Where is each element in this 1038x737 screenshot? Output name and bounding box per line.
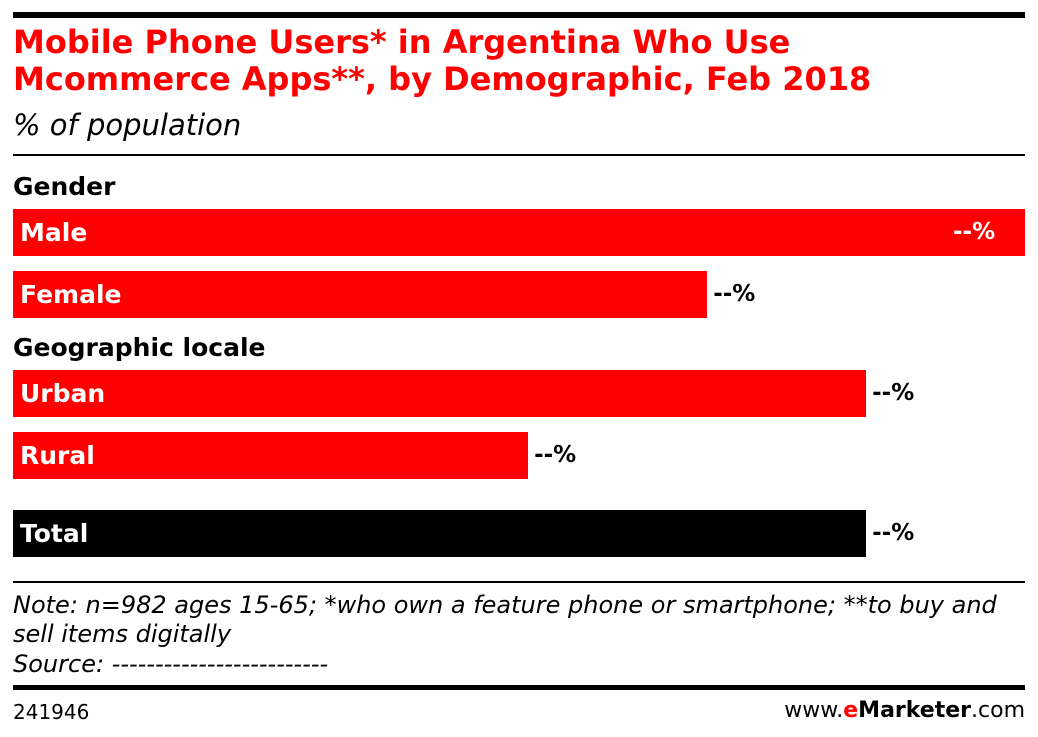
source: Source: ------------------------- (13, 650, 329, 678)
category-label: Male (20, 218, 88, 247)
rule (13, 581, 1025, 583)
value-label: --% (534, 442, 577, 468)
bar (13, 370, 867, 417)
bar (13, 432, 529, 479)
brand-part: Marketer (858, 698, 972, 723)
chart-title: Mobile Phone Users* in Argentina Who Use… (13, 23, 872, 98)
bar (13, 271, 708, 318)
value-label: --% (713, 281, 756, 307)
bar (13, 209, 1025, 256)
value-label: --% (872, 380, 915, 406)
note: Note: n=982 ages 15-65; *who own a featu… (13, 591, 997, 648)
top-rule (13, 12, 1025, 18)
subtitle: % of population (13, 108, 242, 142)
rule (13, 154, 1025, 156)
group-label: Geographic locale (13, 333, 266, 362)
value-label: --% (872, 520, 915, 546)
category-label: Total (20, 519, 89, 548)
group-label: Gender (13, 172, 116, 201)
brand-part: e (843, 698, 859, 723)
brand: www.eMarketer.com (784, 698, 1025, 723)
category-label: Rural (20, 441, 95, 470)
category-label: Urban (20, 379, 106, 408)
value-label: --% (953, 219, 996, 245)
chart-id: 241946 (13, 700, 90, 724)
bottom-rule (13, 685, 1025, 690)
brand-part: .com (971, 698, 1025, 723)
bar (13, 510, 867, 557)
brand-part: www. (784, 698, 844, 723)
category-label: Female (20, 280, 122, 309)
